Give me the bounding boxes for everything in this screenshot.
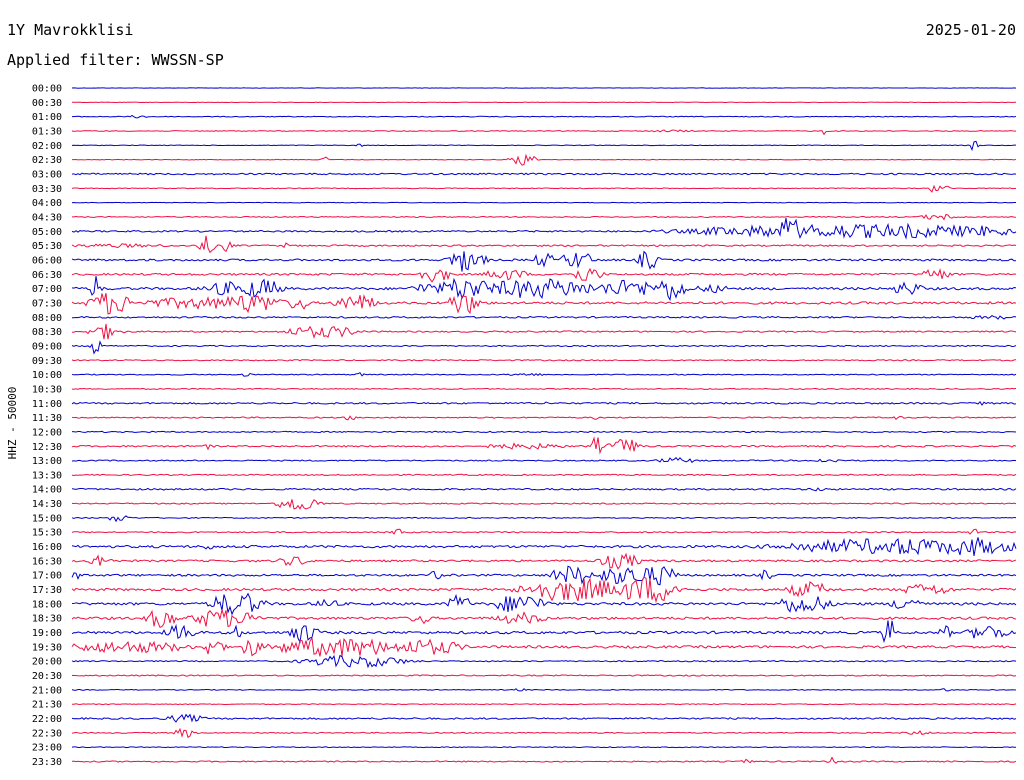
trace-line [71, 218, 1017, 240]
row-time-label: 10:30 [32, 384, 62, 395]
row-time-label: 03:30 [32, 184, 62, 195]
filter-label: Applied filter: WWSSN-SP [7, 51, 224, 69]
trace-line [71, 129, 1017, 136]
row-time-label: 06:00 [32, 255, 62, 266]
trace-line [71, 400, 1017, 406]
row-time-label: 12:00 [32, 427, 62, 438]
trace-line [71, 250, 1017, 272]
row-time-label: 13:30 [32, 470, 62, 481]
trace-line [71, 688, 1017, 692]
trace-line [71, 537, 1017, 557]
trace-line [71, 713, 1017, 723]
trace-line [71, 436, 1017, 455]
row-time-label: 20:00 [32, 657, 62, 668]
trace-line [71, 473, 1017, 477]
row-time-label: 01:00 [32, 112, 62, 123]
trace-line [72, 315, 1017, 320]
trace-line [71, 213, 1017, 221]
row-time-label: 02:00 [32, 141, 62, 152]
row-time-label: 14:30 [32, 499, 62, 510]
trace-line [71, 565, 1017, 586]
trace-line [71, 746, 1017, 749]
trace-line [71, 201, 1017, 204]
row-time-label: 23:30 [32, 757, 62, 768]
row-time-label: 04:30 [32, 212, 62, 223]
row-time-label: 14:00 [32, 485, 62, 496]
trace-line [71, 609, 1017, 629]
trace-line [71, 727, 1017, 739]
row-time-label: 23:00 [32, 743, 62, 754]
row-time-label: 20:30 [32, 671, 62, 682]
row-time-label: 18:30 [32, 614, 62, 625]
row-time-label: 06:30 [32, 270, 62, 281]
date-label: 2025-01-20 [925, 21, 1016, 39]
row-time-label: 09:00 [32, 341, 62, 352]
row-time-label: 13:00 [32, 456, 62, 467]
row-time-label: 04:00 [32, 198, 62, 209]
row-time-label: 15:00 [32, 513, 62, 524]
trace-line [71, 654, 1017, 669]
row-time-label: 17:00 [32, 571, 62, 582]
trace-line [71, 430, 1017, 434]
trace-line [71, 620, 1017, 644]
trace-line [71, 636, 1017, 657]
trace-line [71, 172, 1017, 176]
row-time-label: 12:30 [32, 442, 62, 453]
row-time-label: 11:30 [32, 413, 62, 424]
trace-line [71, 114, 1017, 119]
trace-line [71, 703, 1017, 706]
trace-line [71, 293, 1017, 315]
trace-line [71, 359, 1017, 362]
trace-line [71, 387, 1017, 390]
row-time-label: 10:00 [32, 370, 62, 381]
trace-line [71, 235, 1017, 254]
row-time-label: 16:30 [32, 556, 62, 567]
row-time-label: 11:00 [32, 399, 62, 410]
row-time-label: 18:00 [32, 599, 62, 610]
trace-line [71, 515, 1017, 523]
row-time-label: 03:00 [32, 169, 62, 180]
trace-line [71, 184, 1017, 193]
trace-line [71, 592, 1017, 616]
row-time-label: 17:30 [32, 585, 62, 596]
trace-line [71, 457, 1017, 464]
row-time-label: 08:30 [32, 327, 62, 338]
trace-line [71, 576, 1017, 604]
row-time-label: 00:00 [32, 84, 62, 95]
row-time-label: 05:00 [32, 227, 62, 238]
row-time-label: 07:00 [32, 284, 62, 295]
trace-line [71, 276, 1017, 302]
trace-line [71, 552, 1017, 570]
trace-line [71, 372, 1017, 377]
row-time-label: 15:30 [32, 528, 62, 539]
row-time-label: 19:00 [32, 628, 62, 639]
row-time-label: 00:30 [32, 98, 62, 109]
row-time-label: 22:00 [32, 714, 62, 725]
row-time-label: 02:30 [32, 155, 62, 166]
row-time-label: 08:00 [32, 313, 62, 324]
trace-line [71, 499, 1017, 510]
station-title: 1Y Mavrokklisi [7, 21, 134, 39]
trace-line [71, 415, 1017, 421]
row-time-label: 09:30 [32, 356, 62, 367]
trace-line [71, 267, 1017, 283]
trace-line [71, 756, 1017, 764]
trace-line [71, 153, 1017, 166]
trace-line [71, 487, 1017, 492]
row-time-label: 05:30 [32, 241, 62, 252]
row-time-label: 16:00 [32, 542, 62, 553]
row-time-label: 21:00 [32, 685, 62, 696]
y-axis-label: HHZ - 50000 [6, 387, 19, 460]
row-time-label: 19:30 [32, 642, 62, 653]
trace-line [71, 140, 1016, 152]
row-time-label: 21:30 [32, 700, 62, 711]
trace-line [71, 528, 1017, 535]
row-time-label: 07:30 [32, 298, 62, 309]
row-time-label: 01:30 [32, 126, 62, 137]
row-time-label: 22:30 [32, 728, 62, 739]
trace-line [71, 323, 1017, 340]
trace-line [71, 340, 1017, 355]
trace-line [71, 674, 1017, 677]
